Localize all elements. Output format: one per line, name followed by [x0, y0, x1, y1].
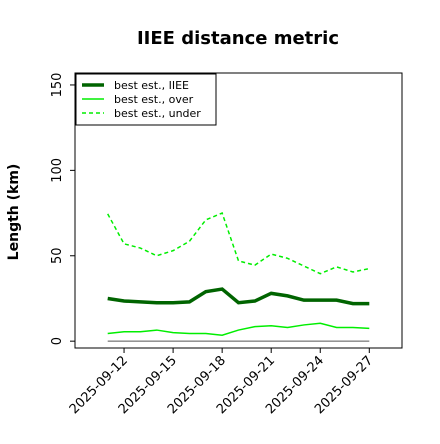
y-tick-label: 0 [50, 337, 65, 345]
y-axis-label: Length (km) [6, 164, 22, 261]
series-line-2 [107, 212, 370, 275]
y-tick-label: 150 [50, 73, 65, 98]
legend-label: best est., over [114, 93, 194, 106]
plot-frame [74, 72, 403, 349]
series-layer [107, 212, 370, 342]
series-line-1 [107, 322, 370, 336]
series-line-0 [107, 287, 370, 306]
y-tick-label: 100 [50, 158, 65, 183]
y-axis-ticks: 0 50 100 150 [50, 73, 75, 345]
legend-label: best est., under [114, 107, 201, 120]
x-axis-ticks: 2025-09-122025-09-152025-09-182025-09-21… [67, 348, 376, 417]
legend-label: best est., IIEE [114, 79, 189, 92]
chart-title: IIEE distance metric [137, 28, 339, 49]
y-tick-label: 50 [50, 247, 65, 264]
